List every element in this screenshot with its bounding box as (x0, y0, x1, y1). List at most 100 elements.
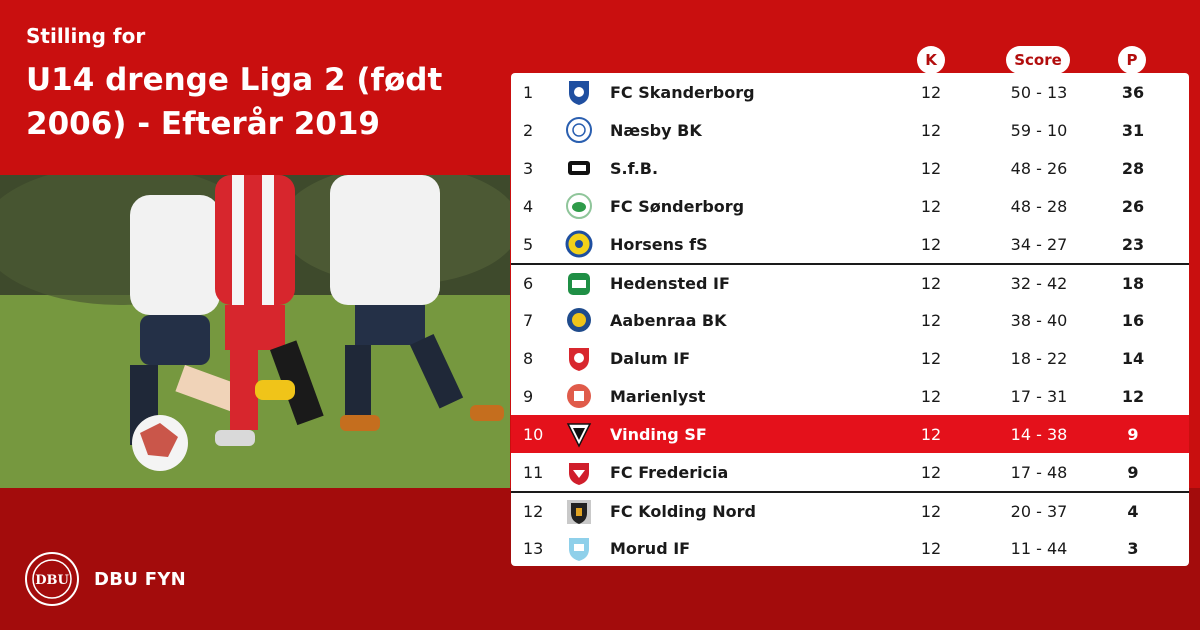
table-row: 13 Morud IF 12 11 - 44 3 (511, 529, 1189, 566)
table-row: 1 FC Skanderborg 12 50 - 13 36 (511, 73, 1189, 111)
row-points: 16 (1121, 310, 1145, 330)
marienlyst-crest-icon (567, 384, 591, 408)
hedensted-if-crest-icon (568, 273, 590, 295)
row-team: Horsens fS (610, 234, 708, 254)
row-k: 12 (920, 462, 942, 482)
fc-kolding-nord-crest-icon (567, 500, 591, 524)
row-score: 14 - 38 (1010, 424, 1068, 444)
row-team: Dalum IF (610, 348, 691, 368)
table-row: 9 Marienlyst 12 17 - 31 12 (511, 377, 1189, 415)
row-team: FC Skanderborg (610, 82, 755, 102)
row-team: S.f.B. (610, 158, 659, 178)
row-position: 6 (523, 273, 534, 293)
row-k: 12 (920, 424, 942, 444)
page-subtitle: Stilling for (26, 24, 146, 48)
row-position: 9 (523, 386, 534, 406)
row-points: 14 (1121, 348, 1145, 368)
table-row: 3 S.f.B. 12 48 - 26 28 (511, 149, 1189, 187)
row-position: 12 (523, 501, 544, 521)
row-team: FC Kolding Nord (610, 501, 756, 521)
table-row: 12 FC Kolding Nord 12 20 - 37 4 (511, 491, 1189, 529)
row-score: 11 - 44 (1010, 538, 1068, 558)
row-position: 3 (523, 158, 534, 178)
row-score: 18 - 22 (1010, 348, 1068, 368)
row-position: 7 (523, 310, 534, 330)
row-score: 17 - 31 (1010, 386, 1068, 406)
column-header-k: K (917, 46, 945, 74)
row-score: 59 - 10 (1010, 120, 1068, 140)
row-team: FC Fredericia (610, 462, 729, 482)
row-points: 12 (1121, 386, 1145, 406)
row-score: 48 - 28 (1010, 196, 1068, 216)
row-k: 12 (920, 538, 942, 558)
row-score: 38 - 40 (1010, 310, 1068, 330)
table-row: 11 FC Fredericia 12 17 - 48 9 (511, 453, 1189, 491)
row-score: 20 - 37 (1010, 501, 1068, 521)
fc-skanderborg-crest-icon (569, 81, 589, 105)
row-k: 12 (920, 234, 942, 254)
table-row: 5 Horsens fS 12 34 - 27 23 (511, 225, 1189, 263)
row-points: 3 (1127, 538, 1139, 558)
fc-sonderborg-crest-icon (566, 193, 592, 219)
svg-text:DBU: DBU (35, 573, 69, 588)
brand-logo: DBU DBU FYN (24, 551, 186, 607)
column-headers: K Score P (0, 46, 1200, 74)
row-position: 4 (523, 196, 534, 216)
table-row: 8 Dalum IF 12 18 - 22 14 (511, 339, 1189, 377)
row-points: 28 (1121, 158, 1145, 178)
row-position: 5 (523, 234, 534, 254)
table-row: 7 Aabenraa BK 12 38 - 40 16 (511, 301, 1189, 339)
row-position: 13 (523, 538, 544, 558)
table-row: 2 Næsby BK 12 59 - 10 31 (511, 111, 1189, 149)
row-score: 17 - 48 (1010, 462, 1068, 482)
row-points: 31 (1121, 120, 1145, 140)
aabenraa-bk-crest-icon (567, 308, 591, 332)
row-position: 10 (523, 424, 544, 444)
header: Stilling for U14 drenge Liga 2 (født 200… (0, 0, 510, 175)
row-score: 32 - 42 (1010, 273, 1068, 293)
row-points: 9 (1127, 462, 1139, 482)
row-score: 50 - 13 (1010, 82, 1068, 102)
row-k: 12 (920, 82, 942, 102)
row-k: 12 (920, 386, 942, 406)
brand-name: DBU FYN (94, 568, 187, 590)
row-points: 26 (1121, 196, 1145, 216)
row-points: 18 (1121, 273, 1145, 293)
fc-fredericia-crest-icon (569, 463, 589, 485)
naesby-bk-crest-icon (566, 117, 592, 143)
column-header-score: Score (1006, 46, 1070, 74)
row-points: 4 (1127, 501, 1139, 521)
row-position: 11 (523, 462, 544, 482)
football-photo (0, 175, 510, 488)
table-row-highlighted: 10 Vinding SF 12 14 - 38 9 (511, 415, 1189, 453)
row-k: 12 (920, 120, 942, 140)
column-header-p: P (1118, 46, 1146, 74)
dalum-if-crest-icon (569, 348, 589, 371)
row-position: 1 (523, 82, 534, 102)
row-points: 9 (1127, 424, 1139, 444)
sfb-crest-icon (568, 161, 590, 175)
standings-table: 1 FC Skanderborg 12 50 - 13 36 2 Næsby B… (511, 73, 1189, 566)
row-k: 12 (920, 196, 942, 216)
row-k: 12 (920, 310, 942, 330)
horsens-fs-crest-icon (565, 230, 593, 258)
row-points: 36 (1121, 82, 1145, 102)
table-row: 6 Hedensted IF 12 32 - 42 18 (511, 263, 1189, 301)
table-row: 4 FC Sønderborg 12 48 - 28 26 (511, 187, 1189, 225)
dbu-seal-icon: DBU (25, 552, 79, 606)
morud-if-crest-icon (569, 538, 589, 561)
row-position: 2 (523, 120, 534, 140)
row-score: 34 - 27 (1010, 234, 1068, 254)
row-team: Vinding SF (610, 424, 707, 444)
vinding-sf-crest-icon (566, 423, 592, 448)
row-team: Morud IF (610, 538, 691, 558)
row-team: FC Sønderborg (610, 196, 745, 216)
row-k: 12 (920, 273, 942, 293)
row-team: Marienlyst (610, 386, 706, 406)
row-k: 12 (920, 158, 942, 178)
row-team: Hedensted IF (610, 273, 730, 293)
row-team: Næsby BK (610, 120, 702, 140)
row-team: Aabenraa BK (610, 310, 727, 330)
row-position: 8 (523, 348, 534, 368)
row-k: 12 (920, 348, 942, 368)
